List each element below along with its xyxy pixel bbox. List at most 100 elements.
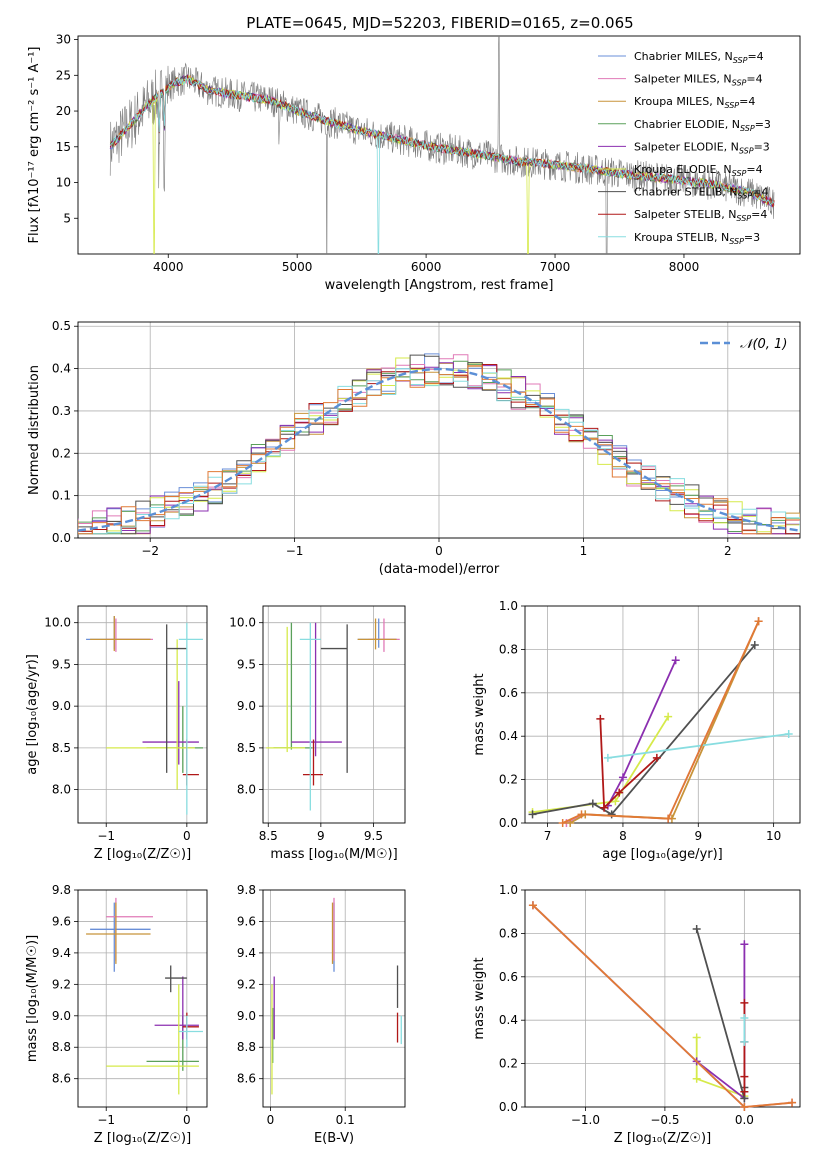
mass-age-axes: 8.5 9 9.5 8.0 8.5 9.0 9.5 10.0 mass [log₁₀(M/M☉)… bbox=[229, 605, 406, 862]
weight-point bbox=[788, 1098, 797, 1107]
z-mass-ytick-label: 9.6 bbox=[52, 914, 71, 928]
z-mass-frame bbox=[77, 889, 208, 1108]
ebv-mass-ytick-label: 9.8 bbox=[237, 883, 256, 897]
z-age-frame bbox=[77, 605, 208, 824]
weight-point bbox=[528, 901, 537, 910]
weight-point bbox=[740, 1014, 749, 1023]
mass-age-ytick-label: 8.5 bbox=[237, 741, 256, 755]
z-weight-ytick-label: 0.8 bbox=[499, 926, 518, 940]
ebv-mass-ytick-label: 8.6 bbox=[237, 1072, 256, 1086]
legend-entry: Salpeter ELODIE, NSSP=3 bbox=[634, 140, 770, 155]
spectrum-model-line bbox=[109, 75, 775, 254]
residuals-xtick-label: 0 bbox=[435, 544, 443, 558]
weight-point bbox=[784, 730, 793, 739]
z-age-ylabel: age [log₁₀(age/yr)] bbox=[25, 654, 40, 775]
z-weight-axes: −1.0 −0.5 0.0 0.0 0.2 0.4 0.6 0.8 1.0 Z [log₁₀(Z/… bbox=[472, 883, 801, 1146]
z-mass-ytick-label: 8.6 bbox=[52, 1072, 71, 1086]
ebv-mass-frame bbox=[262, 889, 406, 1108]
spectrum-data-line bbox=[109, 36, 775, 254]
spectrum-legend: Chabrier MILES, NSSP=4 Salpeter MILES, NS… bbox=[598, 50, 771, 246]
z-weight-lines bbox=[528, 901, 797, 1111]
spectrum-xtick-label: 7000 bbox=[540, 260, 571, 274]
weight-point bbox=[611, 797, 620, 806]
z-mass-axes: −1 0 8.6 8.8 9.0 9.2 9.4 9.6 9.8 Z [log₁₀(Z/Z☉)] m… bbox=[25, 883, 208, 1146]
spectrum-xtick-label: 4000 bbox=[153, 260, 184, 274]
z-weight-ytick-label: 0.4 bbox=[499, 1013, 518, 1027]
residuals-xtick-label: −2 bbox=[141, 544, 159, 558]
weight-line bbox=[566, 620, 760, 824]
residuals-ytick-label: 0.5 bbox=[52, 319, 71, 333]
z-mass-ylabel: mass [log₁₀(M/M☉)] bbox=[25, 935, 40, 1062]
weight-point bbox=[615, 788, 624, 797]
residuals-xlabel: (data-model)/error bbox=[379, 562, 500, 577]
z-weight-xtick-label: −1.0 bbox=[571, 1113, 600, 1127]
z-weight-ytick-label: 1.0 bbox=[499, 883, 518, 897]
age-weight-xtick-label: 10 bbox=[766, 829, 781, 843]
z-mass-ytick-label: 9.2 bbox=[52, 977, 71, 991]
weight-point bbox=[692, 1033, 701, 1042]
ebv-mass-ytick-label: 9.4 bbox=[237, 946, 256, 960]
z-mass-ytick-label: 9.8 bbox=[52, 883, 71, 897]
figure-title: PLATE=0645, MJD=52203, FIBERID=0165, z=0… bbox=[246, 14, 633, 32]
age-weight-xtick-label: 7 bbox=[544, 829, 552, 843]
age-weight-ytick-label: 0.6 bbox=[499, 686, 518, 700]
residuals-ytick-label: 0.0 bbox=[52, 531, 71, 545]
spectrum-ytick-label: 20 bbox=[56, 104, 71, 118]
ebv-mass-xtick-label: 0 bbox=[267, 1113, 275, 1127]
weight-point bbox=[671, 656, 680, 665]
legend-entry: Chabrier STELIB, NSSP=4 bbox=[634, 186, 768, 201]
residuals-ytick-label: 0.2 bbox=[52, 446, 71, 460]
age-weight-xlabel: age [log₁₀(age/yr)] bbox=[602, 847, 723, 862]
spectrum-ytick-label: 15 bbox=[56, 140, 71, 154]
ebv-mass-ytick-label: 9.0 bbox=[237, 1009, 256, 1023]
ebv-mass-axes: 0 0.1 8.6 8.8 9.0 9.2 9.4 9.6 9.8 E(B-V) bbox=[237, 883, 406, 1146]
weight-point bbox=[603, 753, 612, 762]
weight-point bbox=[740, 940, 749, 949]
spectrum-model-line bbox=[109, 75, 775, 206]
legend-entry: Kroupa ELODIE, NSSP=4 bbox=[634, 163, 763, 178]
weight-line bbox=[562, 620, 760, 824]
z-mass-xtick-label: −1 bbox=[97, 1113, 115, 1127]
z-weight-xtick-label: −0.5 bbox=[650, 1113, 679, 1127]
z-weight-xlabel: Z [log₁₀(Z/Z☉)] bbox=[614, 1131, 711, 1146]
spectrum-ytick-label: 30 bbox=[56, 33, 71, 47]
legend-entry: Kroupa MILES, NSSP=4 bbox=[634, 95, 755, 110]
z-weight-ytick-label: 0.0 bbox=[499, 1100, 518, 1114]
gaussian-curve bbox=[78, 367, 800, 532]
residuals-ytick-label: 0.3 bbox=[52, 404, 71, 418]
weight-point bbox=[740, 1087, 749, 1096]
ebv-mass-crosses bbox=[271, 897, 402, 1095]
z-weight-frame bbox=[524, 889, 801, 1108]
age-weight-ytick-label: 0.2 bbox=[499, 773, 518, 787]
weight-point bbox=[652, 753, 661, 762]
residual-histograms bbox=[78, 353, 800, 535]
residuals-xtick-label: 2 bbox=[724, 544, 732, 558]
mass-age-xtick-label: 9.5 bbox=[364, 829, 383, 843]
age-weight-ytick-label: 0.4 bbox=[499, 729, 518, 743]
weight-point bbox=[528, 810, 537, 819]
z-age-xlabel: Z [log₁₀(Z/Z☉)] bbox=[94, 847, 191, 862]
z-age-ytick-label: 9.0 bbox=[52, 699, 71, 713]
mass-age-ytick-label: 9.0 bbox=[237, 699, 256, 713]
z-mass-xlabel: Z [log₁₀(Z/Z☉)] bbox=[94, 1131, 191, 1146]
mass-age-ytick-label: 8.0 bbox=[237, 783, 256, 797]
mass-age-xlabel: mass [log₁₀(M/M☉)] bbox=[270, 847, 397, 862]
spectrum-ytick-label: 5 bbox=[63, 211, 71, 225]
weight-point bbox=[558, 819, 567, 827]
weight-point bbox=[664, 814, 673, 823]
legend-entry: Chabrier MILES, NSSP=4 bbox=[634, 50, 764, 65]
residuals-frame bbox=[77, 321, 801, 539]
spectrum-frame bbox=[77, 35, 801, 255]
age-weight-ytick-label: 0.8 bbox=[499, 642, 518, 656]
spectrum-axes: 4000 5000 6000 7000 8000 5 10 15 20 25 30 wavelengt… bbox=[27, 33, 801, 293]
residuals-ytick-label: 0.1 bbox=[52, 489, 71, 503]
z-weight-ytick-label: 0.6 bbox=[499, 970, 518, 984]
weight-line bbox=[599, 718, 658, 810]
spectrum-xtick-label: 6000 bbox=[411, 260, 442, 274]
mass-age-xtick-label: 9 bbox=[317, 829, 325, 843]
legend-entry: Chabrier ELODIE, NSSP=3 bbox=[634, 118, 771, 133]
age-weight-lines bbox=[528, 617, 793, 827]
age-weight-ytick-label: 1.0 bbox=[499, 599, 518, 613]
residual-histogram bbox=[78, 365, 800, 535]
spectrum-xtick-label: 5000 bbox=[282, 260, 313, 274]
